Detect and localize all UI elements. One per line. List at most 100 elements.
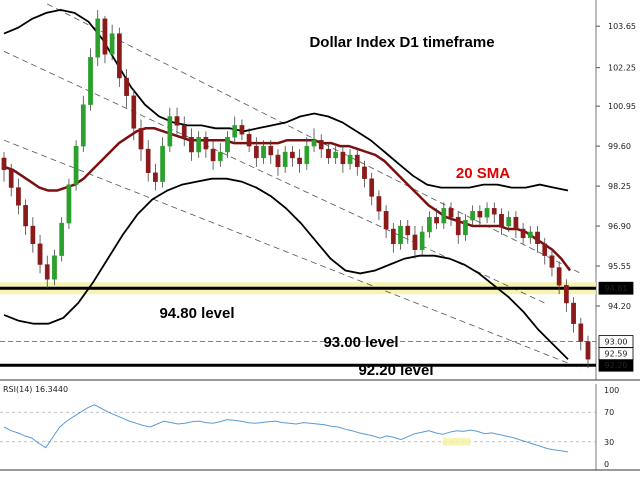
candle-body bbox=[138, 128, 144, 150]
candle bbox=[571, 297, 576, 333]
candle-body bbox=[59, 222, 65, 256]
candle bbox=[311, 128, 317, 153]
candle bbox=[491, 202, 497, 224]
candle-body bbox=[499, 214, 504, 227]
candle-body bbox=[491, 208, 497, 215]
candle bbox=[340, 146, 346, 173]
candle bbox=[153, 163, 158, 191]
level-axis-box bbox=[598, 281, 634, 295]
candle-body bbox=[1, 157, 7, 170]
candle-body bbox=[23, 205, 28, 227]
rsi-tick-label: 100 bbox=[604, 386, 619, 395]
candle bbox=[88, 48, 93, 111]
candle-body bbox=[275, 154, 281, 168]
candle-body bbox=[225, 137, 230, 153]
candle bbox=[246, 128, 252, 153]
price-tick-label: 102.25 bbox=[608, 64, 636, 73]
candle bbox=[398, 220, 403, 250]
price-tick-label: 100.95 bbox=[608, 102, 636, 111]
candle-body bbox=[16, 187, 21, 206]
candle-body bbox=[506, 216, 512, 227]
candle-body bbox=[116, 33, 122, 79]
candle-body bbox=[253, 145, 259, 159]
candle bbox=[16, 178, 21, 215]
candle-body bbox=[470, 211, 476, 221]
candle bbox=[268, 140, 274, 164]
candle-body bbox=[542, 243, 548, 256]
candle-body bbox=[448, 208, 454, 218]
candle bbox=[412, 226, 418, 259]
candle-body bbox=[239, 125, 245, 135]
candle bbox=[181, 116, 187, 147]
level-label-9220: 92.20 level bbox=[358, 362, 433, 379]
candle bbox=[225, 131, 230, 158]
candle-body bbox=[297, 157, 302, 165]
candle-body bbox=[52, 255, 57, 280]
candle-body bbox=[434, 216, 439, 224]
candle-body bbox=[326, 148, 331, 159]
candle bbox=[203, 131, 209, 158]
price-tick-label: 94.20 bbox=[608, 302, 631, 311]
candle-body bbox=[585, 341, 591, 360]
candle-body bbox=[145, 148, 151, 173]
candle bbox=[318, 134, 324, 158]
candle bbox=[174, 107, 180, 135]
candle bbox=[167, 107, 173, 153]
rsi-tick-label: 0 bbox=[604, 460, 609, 469]
candle bbox=[405, 220, 411, 244]
candle bbox=[1, 152, 7, 182]
candle-body bbox=[131, 95, 137, 129]
rsi-tick-label: 70 bbox=[604, 408, 614, 417]
candle-body bbox=[362, 166, 367, 179]
candle bbox=[95, 9, 101, 67]
candle bbox=[585, 335, 591, 369]
candle bbox=[369, 172, 375, 206]
rsi-line bbox=[3, 404, 569, 453]
price-tick-label: 103.65 bbox=[608, 22, 636, 31]
candle-body bbox=[369, 178, 375, 197]
candle-body bbox=[217, 151, 223, 162]
candle-body bbox=[268, 145, 274, 156]
sma-label: 20 SMA bbox=[456, 165, 510, 182]
candle bbox=[427, 211, 432, 238]
candle bbox=[463, 214, 468, 241]
candle bbox=[261, 140, 266, 164]
candle bbox=[23, 199, 28, 235]
candle-body bbox=[455, 216, 461, 236]
candle bbox=[253, 137, 259, 167]
candle bbox=[376, 190, 382, 221]
level-label-9300: 93.00 level bbox=[323, 334, 398, 351]
candle bbox=[44, 255, 50, 289]
candle-body bbox=[318, 139, 324, 150]
candle-body bbox=[181, 125, 187, 138]
candle-body bbox=[398, 225, 403, 245]
candle bbox=[506, 211, 512, 232]
rsi-panel: 100 70 30 0 bbox=[0, 384, 640, 471]
candle-body bbox=[549, 255, 555, 268]
candle-body bbox=[571, 302, 576, 324]
rsi-header: RSI(14) 16.3440 bbox=[3, 385, 68, 394]
candle bbox=[210, 140, 216, 170]
candle-body bbox=[174, 116, 180, 126]
candle-body bbox=[419, 231, 425, 250]
candle bbox=[484, 202, 490, 224]
candle-body bbox=[109, 33, 115, 55]
candle bbox=[513, 211, 519, 238]
candle bbox=[109, 24, 115, 61]
candle bbox=[30, 217, 36, 253]
candle bbox=[326, 143, 331, 164]
candle-body bbox=[246, 134, 252, 147]
trend-line bbox=[3, 139, 581, 369]
candle bbox=[354, 149, 360, 176]
candle bbox=[333, 146, 339, 164]
candle bbox=[383, 205, 389, 238]
candle-body bbox=[441, 208, 447, 224]
candle bbox=[116, 27, 122, 87]
candle bbox=[275, 149, 281, 176]
price-tick-label: 98.25 bbox=[608, 182, 631, 191]
candle bbox=[304, 137, 310, 170]
candle bbox=[160, 137, 165, 188]
candle-body bbox=[189, 137, 194, 153]
candle-body bbox=[513, 216, 519, 230]
